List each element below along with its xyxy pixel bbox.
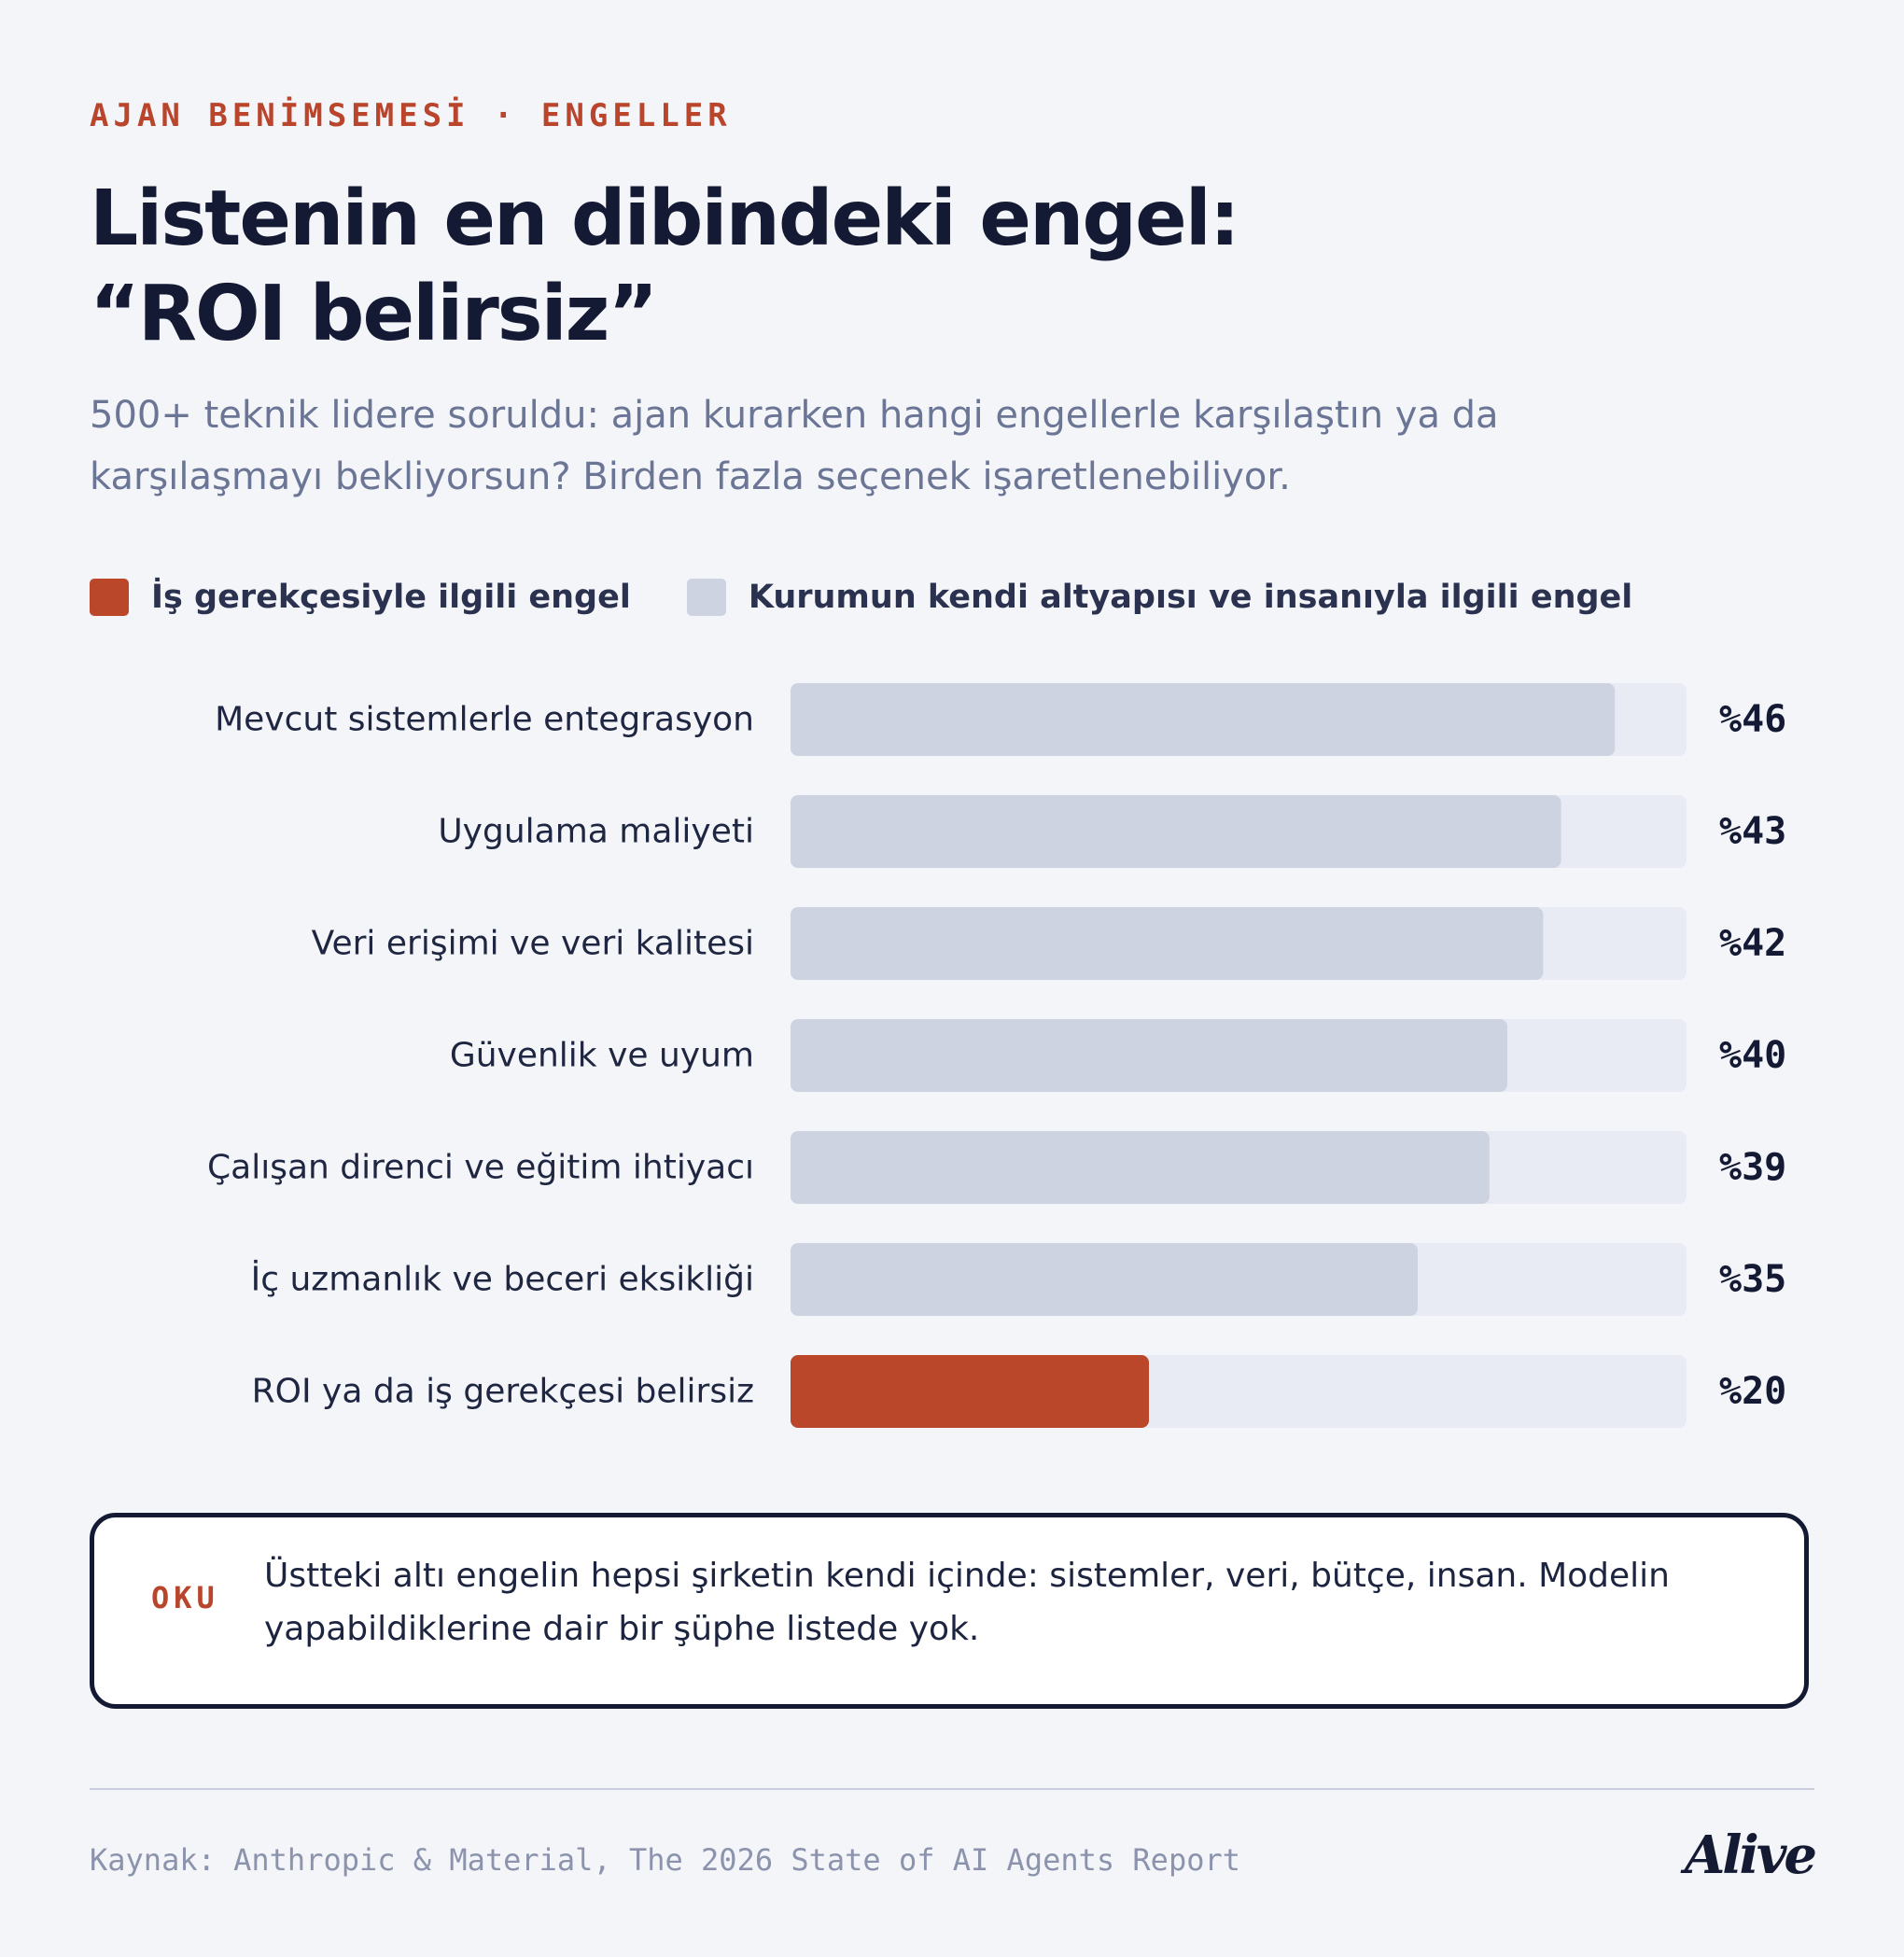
category-label-mevcut-sistemlerle-entegrasyon: Mevcut sistemlerle entegrasyon [215,701,754,739]
category-label-veri-erisimi-ve-veri-kalitesi: Veri erişimi ve veri kalitesi [312,925,754,963]
bar-track-mevcut-sistemlerle-entegrasyon [791,683,1687,756]
bar-ic-uzmanlik-ve-beceri-eksikligi [791,1243,1418,1316]
bar-row-calisan-direnci-ve-egitim-ihtiyaci: Çalışan direnci ve eğitim ihtiyacı %39 [207,1131,1786,1204]
title-line-2: “ROI belirsiz” [90,270,658,358]
value-label-uygulama-maliyeti: %43 [1719,810,1786,853]
brand-logo: Alive [1684,1824,1817,1886]
subtitle-line-1: 500+ teknik lidere soruldu: ajan kurarke… [90,394,1499,437]
category-label-ic-uzmanlik-ve-beceri-eksikligi: İç uzmanlık ve beceri eksikliği [251,1260,754,1299]
chart-legend: İş gerekçesiyle ilgili engel Kurumun ken… [90,579,1688,616]
category-label-guvenlik-ve-uyum: Güvenlik ve uyum [450,1037,754,1075]
value-label-ic-uzmanlik-ve-beceri-eksikligi: %35 [1719,1258,1786,1301]
bar-track-veri-erisimi-ve-veri-kalitesi [791,907,1687,980]
infographic: AJAN BENİMSEMESİ · ENGELLER Listenin en … [90,0,1817,1957]
bar-row-veri-erisimi-ve-veri-kalitesi: Veri erişimi ve veri kalitesi %42 [312,907,1786,980]
legend-item-business: İş gerekçesiyle ilgili engel [90,579,631,616]
value-label-veri-erisimi-ve-veri-kalitesi: %42 [1719,922,1786,965]
bar-calisan-direnci-ve-egitim-ihtiyaci [791,1131,1490,1204]
legend-swatch-internal [686,579,726,616]
page-title: Listenin en dibindeki engel: “ROI belirs… [90,172,1583,362]
title-line-1: Listenin en dibindeki engel: [90,175,1240,263]
bar-uygulama-maliyeti [791,795,1561,868]
note-text-line-2: yapabildiklerine dair bir şüphe listede … [264,1610,980,1648]
bar-row-uygulama-maliyeti: Uygulama maliyeti %43 [438,795,1786,868]
footer-divider [90,1788,1814,1790]
legend-item-internal: Kurumun kendi altyapısı ve insanıyla ilg… [686,579,1633,616]
note-text: Üstteki altı engelin hepsi şirketin kend… [264,1549,1720,1656]
bar-row-roi-ya-da-is-gerekcesi-belirsiz: ROI ya da iş gerekçesi belirsiz %20 [252,1355,1786,1428]
bar-mevcut-sistemlerle-entegrasyon [791,683,1616,756]
value-label-guvenlik-ve-uyum: %40 [1719,1034,1786,1077]
subtitle: 500+ teknik lidere soruldu: ajan kurarke… [90,384,1620,508]
bar-track-calisan-direnci-ve-egitim-ihtiyaci [791,1131,1687,1204]
category-label-calisan-direnci-ve-egitim-ihtiyaci: Çalışan direnci ve eğitim ihtiyacı [207,1149,754,1187]
eyebrow-label: AJAN BENİMSEMESİ · ENGELLER [90,97,732,134]
value-label-mevcut-sistemlerle-entegrasyon: %46 [1719,698,1786,741]
category-label-roi-ya-da-is-gerekcesi-belirsiz: ROI ya da iş gerekçesi belirsiz [252,1373,754,1411]
legend-swatch-business [90,579,129,616]
source-citation: Kaynak: Anthropic & Material, The 2026 S… [90,1842,1240,1878]
legend-label-internal: Kurumun kendi altyapısı ve insanıyla ilg… [748,579,1633,616]
value-label-calisan-direnci-ve-egitim-ihtiyaci: %39 [1719,1146,1786,1189]
bar-track-ic-uzmanlik-ve-beceri-eksikligi [791,1243,1687,1316]
bar-roi-ya-da-is-gerekcesi-belirsiz [791,1355,1149,1428]
legend-label-business: İş gerekçesiyle ilgili engel [151,579,631,616]
value-label-roi-ya-da-is-gerekcesi-belirsiz: %20 [1719,1370,1786,1413]
bar-row-ic-uzmanlik-ve-beceri-eksikligi: İç uzmanlık ve beceri eksikliği %35 [251,1243,1786,1316]
category-label-uygulama-maliyeti: Uygulama maliyeti [438,813,754,851]
bar-guvenlik-ve-uyum [791,1019,1507,1092]
bar-veri-erisimi-ve-veri-kalitesi [791,907,1544,980]
bar-track-guvenlik-ve-uyum [791,1019,1687,1092]
bar-track-roi-ya-da-is-gerekcesi-belirsiz [791,1355,1687,1428]
subtitle-line-2: karşılaşmayı bekliyorsun? Birden fazla s… [90,455,1291,498]
bar-row-mevcut-sistemlerle-entegrasyon: Mevcut sistemlerle entegrasyon %46 [215,683,1786,756]
reading-note: OKU Üstteki altı engelin hepsi şirketin … [90,1513,1809,1709]
note-label: OKU [151,1580,219,1615]
bar-row-guvenlik-ve-uyum: Güvenlik ve uyum %40 [450,1019,1786,1092]
bar-track-uygulama-maliyeti [791,795,1687,868]
note-text-line-1: Üstteki altı engelin hepsi şirketin kend… [264,1557,1670,1595]
